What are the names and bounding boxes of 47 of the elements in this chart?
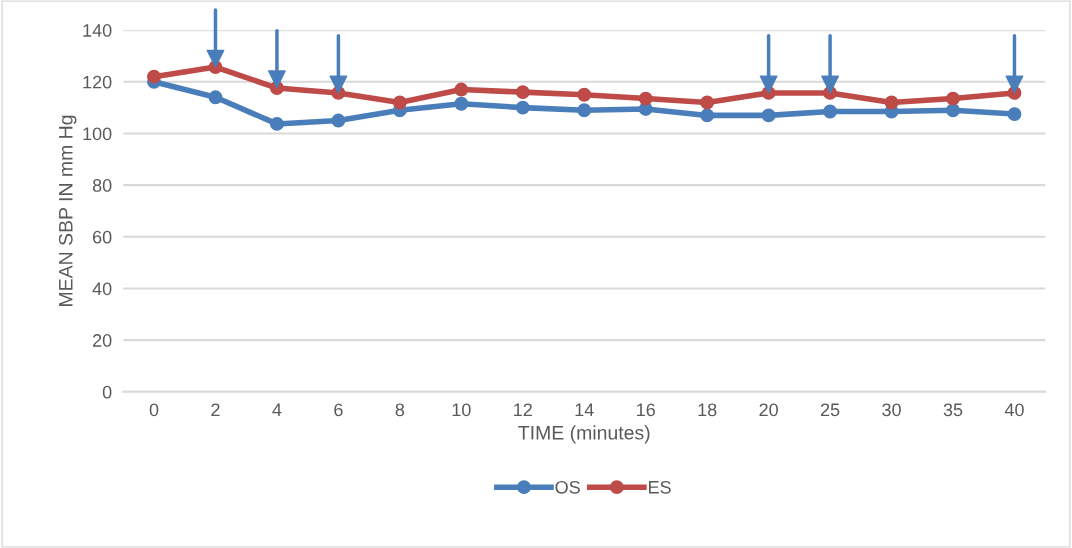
point [454,96,469,111]
point [392,95,407,110]
x-axis-title: TIME (minutes) [518,425,650,444]
y-tick-label: 0 [102,385,112,399]
point [454,82,469,97]
point [700,95,715,110]
y-tick-label: 140 [83,24,112,37]
y-tick-label: 120 [83,75,112,89]
x-tick-label: 8 [395,403,405,417]
point [884,95,899,110]
point [761,108,776,123]
y-axis-title: MEAN SBP IN mm Hg [58,115,77,306]
x-tick-label: 30 [882,403,901,417]
x-tick-label: 6 [334,403,343,417]
x-tick-label: 25 [820,403,840,417]
x-tick-label: 20 [759,403,778,417]
point [638,91,653,106]
x-tick-label: 2 [211,403,220,417]
y-tick-label: 80 [92,179,112,192]
x-tick-label: 16 [637,403,655,417]
y-tick-label: 20 [93,334,112,347]
point [700,108,715,123]
x-tick-label: 35 [943,403,963,417]
x-tick-label: 4 [272,403,282,417]
point [331,113,346,128]
x-tick-label: 18 [698,403,717,417]
point [147,69,161,84]
y-tick-label: 100 [83,127,112,141]
y-tick-label: 40 [92,282,112,296]
point [577,87,592,102]
point [1007,107,1022,122]
x-tick-label: 0 [149,403,159,417]
point [515,85,530,100]
y-tick-label: 60 [93,230,112,244]
legend-label: ES [649,480,671,494]
point [515,100,530,115]
point [946,103,960,118]
point [269,116,284,131]
x-tick-label: 12 [514,403,532,417]
point [577,103,592,118]
x-tick-label: 10 [452,403,471,417]
x-tick-label: 40 [1004,403,1024,417]
legend-label: OS [555,480,580,494]
point [823,104,838,119]
x-tick-label: 14 [575,403,594,417]
point [208,90,223,105]
point [946,91,960,106]
